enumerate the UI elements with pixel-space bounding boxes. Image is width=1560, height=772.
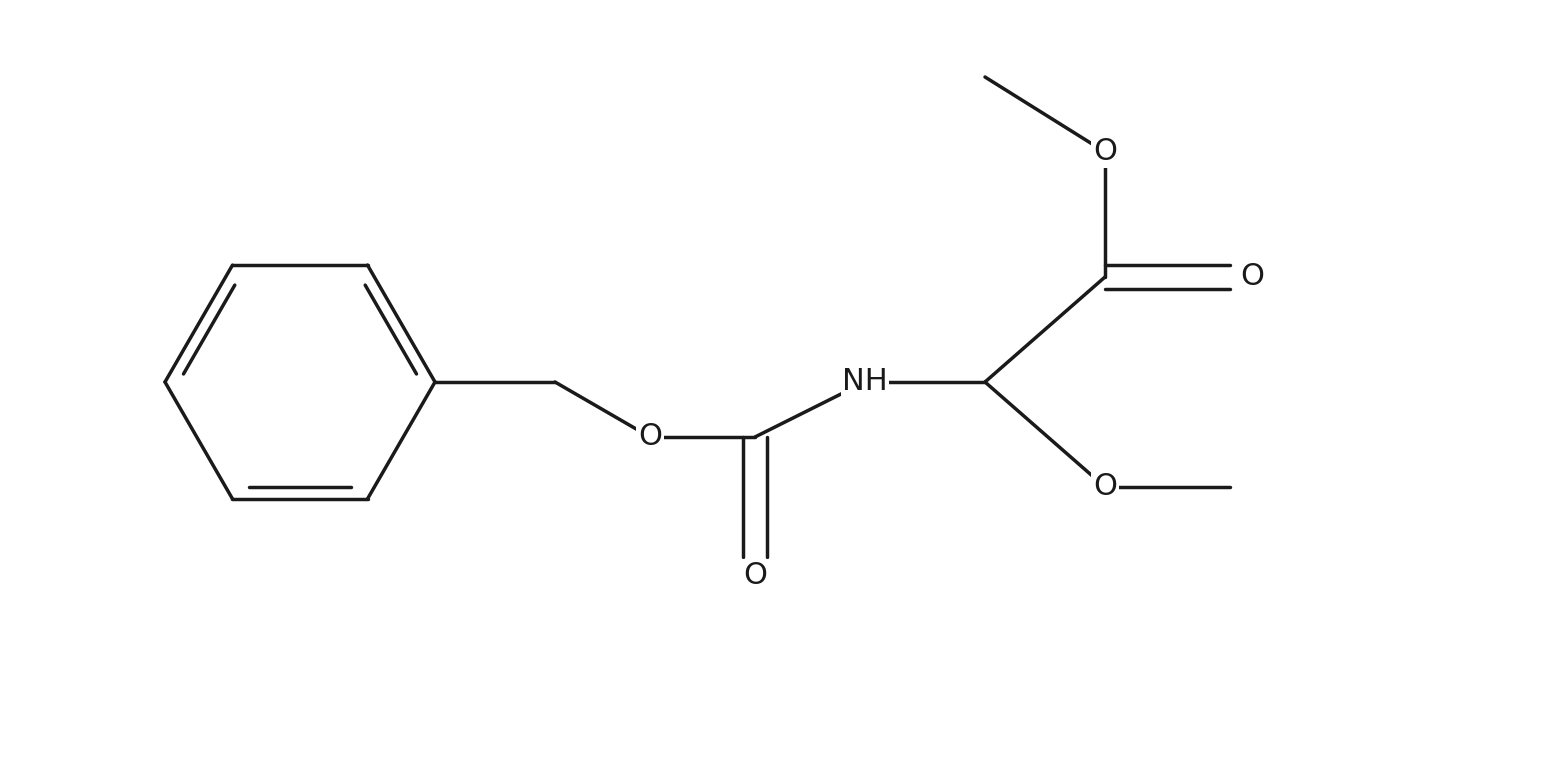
Text: O: O	[638, 422, 661, 452]
Text: O: O	[1240, 262, 1264, 292]
Text: O: O	[743, 560, 768, 590]
Text: NH: NH	[842, 367, 888, 397]
Text: O: O	[1094, 137, 1117, 167]
Text: O: O	[1094, 472, 1117, 502]
